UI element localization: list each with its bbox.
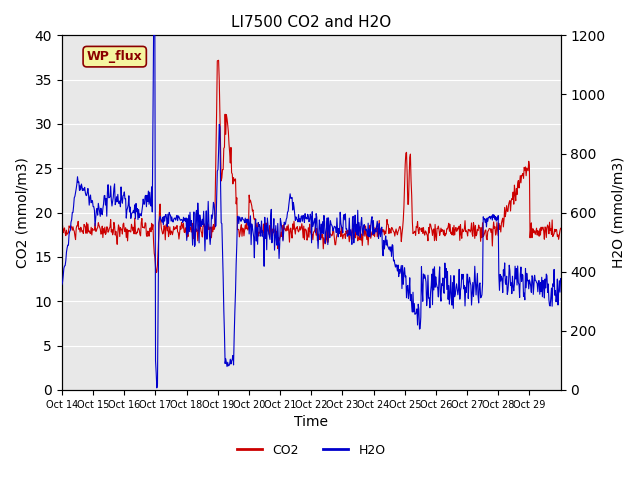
Title: LI7500 CO2 and H2O: LI7500 CO2 and H2O — [231, 15, 392, 30]
Y-axis label: H2O (mmol/m3): H2O (mmol/m3) — [611, 157, 625, 268]
Y-axis label: CO2 (mmol/m3): CO2 (mmol/m3) — [15, 157, 29, 268]
X-axis label: Time: Time — [294, 415, 328, 429]
Legend: CO2, H2O: CO2, H2O — [232, 439, 390, 462]
Text: WP_flux: WP_flux — [87, 50, 143, 63]
